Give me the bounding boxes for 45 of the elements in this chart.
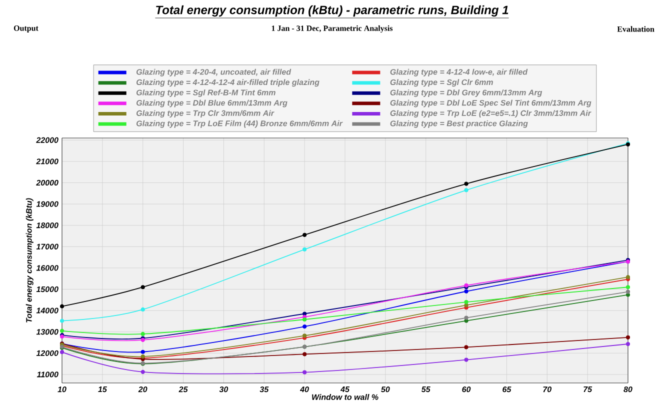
legend-label: Glazing type = 4-20-4, uncoated, air filled	[136, 68, 292, 76]
legend-label: Glazing type = Trp Clr 3mm/6mm Air	[136, 110, 274, 118]
legend-label: Glazing type = 4-12-4 low-e, air filled	[390, 68, 528, 76]
x-tick-label: 55	[421, 386, 430, 392]
legend-label: Glazing type = Dbl LoE Spec Sel Tint 6mm/13mm Arg	[390, 100, 592, 108]
x-tick-label: 10	[58, 386, 66, 392]
x-tick-label: 40	[300, 386, 309, 392]
x-tick-label: 80	[624, 386, 632, 392]
x-tick-label: 70	[543, 386, 552, 392]
y-tick-label: 20000	[36, 180, 58, 186]
x-tick-label: 75	[584, 386, 592, 392]
text: Evaluation	[617, 26, 654, 32]
y-tick-label: 16000	[36, 265, 58, 271]
x-tick-label: 35	[260, 386, 269, 392]
y-tick-label: 11000	[36, 372, 58, 378]
x-tick-label: 60	[462, 386, 471, 392]
x-tick-label: 65	[502, 386, 512, 392]
y-tick-label: 15000	[36, 286, 58, 292]
x-tick-label: 15	[98, 386, 107, 392]
y-tick-label: 17000	[36, 244, 58, 250]
y-tick-label: 18000	[36, 222, 58, 228]
text: Output	[14, 25, 38, 32]
legend-label: Glazing type = Best practice Glazing	[390, 120, 528, 128]
legend-label: Glazing type = Sgl Clr 6mm	[390, 79, 493, 87]
y-tick-label: 13000	[36, 329, 58, 335]
x-tick-label: 25	[178, 386, 188, 392]
y-tick-label: 21000	[36, 158, 58, 164]
x-tick-label: 20	[138, 386, 148, 392]
legend-label: Glazing type = Trp LoE Film (44) Bronze 6mm/6mm Air	[136, 120, 343, 128]
x-tick-label: 50	[381, 386, 390, 392]
legend-label: Glazing type = Dbl Grey 6mm/13mm Arg	[390, 89, 542, 97]
y-tick-label: 19000	[36, 201, 58, 207]
legend-label: Glazing type = Dbl Blue 6mm/13mm Arg	[136, 100, 288, 108]
chart-title: Total energy consumption (kBtu) - parametric runs, Building 1	[156, 5, 508, 17]
chart-subtitle: 1 Jan - 31 Dec, Parametric Analysis	[272, 25, 393, 33]
legend-label: Glazing type = Trp LoE (e2=e5=.1) Clr 3mm/13mm Air	[390, 110, 592, 118]
y-tick-label: 14000	[36, 308, 58, 314]
y-tick-label: 12000	[36, 350, 58, 356]
y-axis-title: Total energy consumption (kBtu)	[26, 198, 34, 322]
legend-label: Glazing type = 4-12-4-12-4 air-filled triple glazing	[136, 79, 320, 87]
x-axis-title: Window to wall %	[312, 394, 378, 400]
x-tick-label: 45	[340, 386, 350, 392]
legend-label: Glazing type = Sgl Ref-B-M Tint 6mm	[136, 89, 276, 97]
x-tick-label: 30	[219, 386, 228, 392]
y-tick-label: 22000	[36, 137, 58, 143]
